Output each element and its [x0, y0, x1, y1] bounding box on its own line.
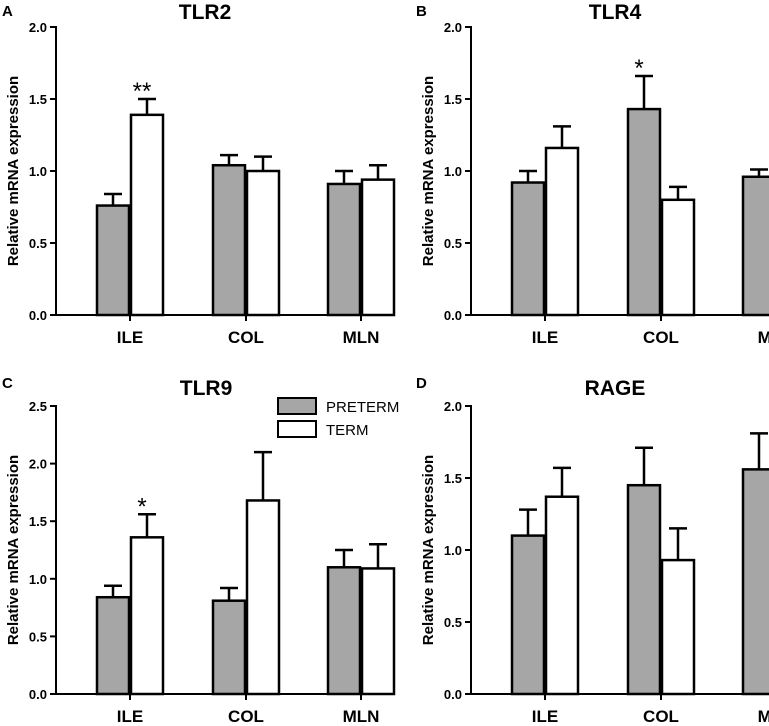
panel-title: TLR9 — [180, 377, 233, 400]
legend: PRETERM TERM — [277, 397, 399, 439]
y-axis-label: Relative mRNA expression — [420, 455, 437, 645]
significance-marker: * — [634, 55, 643, 82]
bar-term-mln — [360, 178, 396, 317]
panel-c: C TLR9 Relative mRNA expression 0.0 0.5 1.0 1.… — [2, 375, 396, 726]
bar-term-col — [660, 558, 696, 696]
panel-letter: C — [2, 375, 13, 392]
panel-a: A TLR2 Relative mRNA expression 0.0 0.5 1.0 1.… — [2, 1, 396, 347]
y-tick-label: 0.5 — [29, 629, 47, 644]
bar-preterm-mln — [326, 566, 362, 696]
bar-term-col — [245, 499, 281, 696]
y-tick-label: 2.0 — [444, 20, 462, 35]
y-axis-label: Relative mRNA expression — [5, 455, 22, 645]
bar-preterm-ile — [510, 534, 546, 696]
y-tick-label: 2.0 — [29, 20, 47, 35]
y-tick-label: 0.0 — [29, 687, 47, 702]
x-tick-label: COL — [643, 328, 679, 347]
bar-preterm-mln — [741, 468, 769, 696]
legend-swatch-term — [277, 420, 317, 438]
bar-term-ile — [544, 495, 580, 696]
x-tick-label: ILE — [532, 707, 558, 726]
panel-title: TLR4 — [589, 1, 642, 24]
y-tick-label: 0.5 — [444, 236, 462, 251]
bar-term-ile — [129, 536, 165, 696]
significance-marker: * — [137, 493, 146, 520]
y-tick-label: 0.0 — [29, 308, 47, 323]
bar-preterm-col — [211, 163, 247, 317]
x-tick-label: COL — [228, 707, 264, 726]
panel-letter: D — [416, 375, 427, 392]
x-tick-label: ILE — [117, 328, 143, 347]
y-tick-label: 1.5 — [444, 92, 462, 107]
y-tick-label: 1.0 — [29, 572, 47, 587]
y-axis-label: Relative mRNA expression — [5, 76, 22, 266]
x-tick-label: MLN — [758, 328, 769, 347]
y-tick-label: 0.0 — [444, 308, 462, 323]
bar-term-col — [660, 198, 696, 317]
bar-term-mln — [360, 567, 396, 696]
y-tick-label: 2.0 — [29, 457, 47, 472]
panel-title: RAGE — [585, 377, 646, 400]
bar-preterm-col — [211, 599, 247, 696]
y-tick-label: 0.0 — [444, 687, 462, 702]
y-tick-label: 2.0 — [444, 399, 462, 414]
y-tick-label: 2.5 — [29, 399, 47, 414]
bar-term-ile — [129, 113, 165, 317]
x-tick-label: COL — [643, 707, 679, 726]
x-tick-label: COL — [228, 328, 264, 347]
bar-preterm-mln — [741, 175, 769, 317]
panel-letter: B — [416, 3, 427, 20]
bar-preterm-col — [626, 107, 662, 317]
legend-label-preterm: PRETERM — [326, 399, 399, 416]
bar-preterm-col — [626, 483, 662, 696]
y-tick-label: 1.5 — [29, 92, 47, 107]
legend-label-term: TERM — [326, 422, 369, 439]
x-tick-label: ILE — [532, 328, 558, 347]
y-tick-label: 1.0 — [29, 164, 47, 179]
panel-title: TLR2 — [179, 1, 232, 24]
y-tick-label: 0.5 — [29, 236, 47, 251]
panel-letter: A — [2, 3, 13, 20]
x-tick-label: MLN — [343, 707, 380, 726]
bar-preterm-ile — [95, 204, 131, 317]
bar-preterm-ile — [95, 595, 131, 696]
x-tick-label: MLN — [758, 707, 769, 726]
x-tick-label: ILE — [117, 707, 143, 726]
x-tick-label: MLN — [343, 328, 380, 347]
bar-preterm-mln — [326, 182, 362, 317]
bar-term-ile — [544, 146, 580, 317]
panel-b: B TLR4 Relative mRNA expression 0.0 0.5 1.0 1.… — [416, 1, 769, 347]
y-axis-label: Relative mRNA expression — [420, 76, 437, 266]
y-tick-label: 0.5 — [444, 615, 462, 630]
y-tick-label: 1.0 — [444, 543, 462, 558]
panel-d: D RAGE Relative mRNA expression 0.0 0.5 1.0 1.… — [416, 375, 769, 726]
bar-term-col — [245, 169, 281, 317]
legend-swatch-preterm — [277, 397, 317, 415]
y-tick-label: 1.5 — [444, 471, 462, 486]
y-tick-label: 1.5 — [29, 514, 47, 529]
y-tick-label: 1.0 — [444, 164, 462, 179]
bar-preterm-ile — [510, 181, 546, 317]
significance-marker: ** — [133, 78, 152, 105]
